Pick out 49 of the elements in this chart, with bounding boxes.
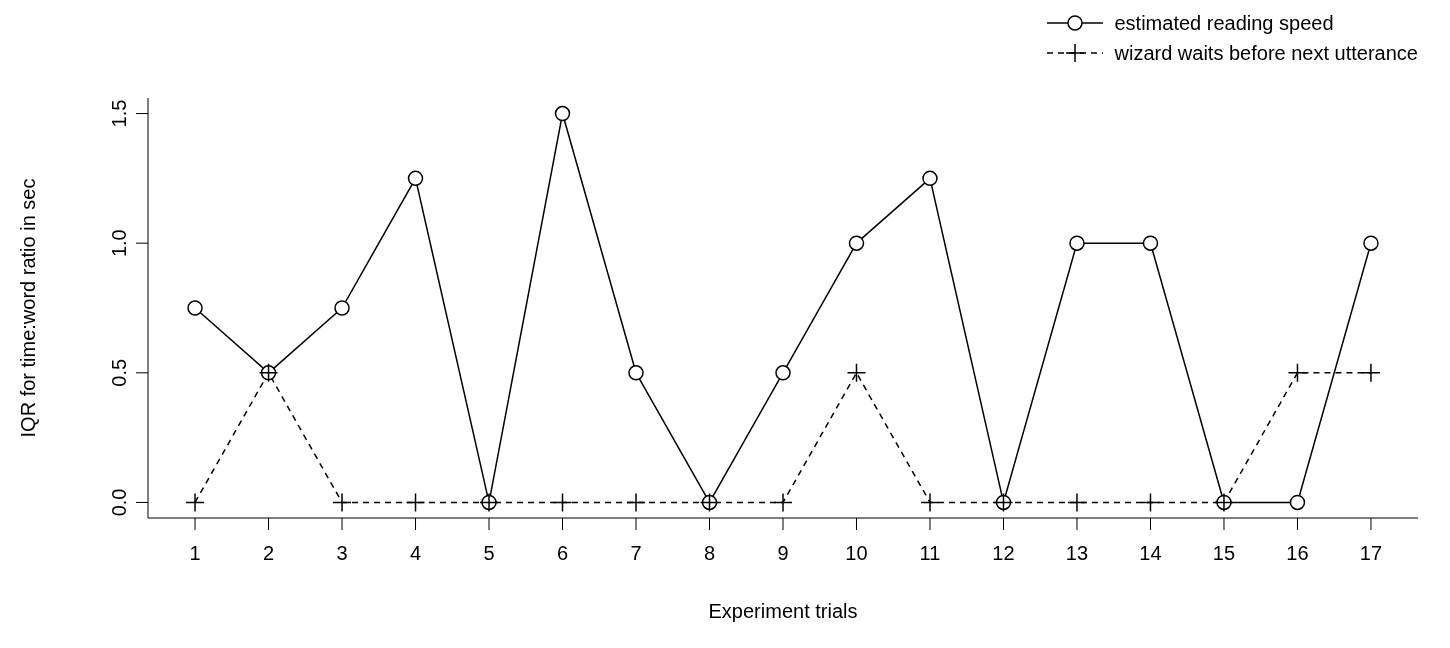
x-tick-label: 2 (262, 542, 275, 565)
x-tick-label: 8 (703, 542, 716, 565)
x-tick-label: 17 (1359, 542, 1383, 565)
x-axis-title: Experiment trials (708, 600, 858, 622)
point (1067, 492, 1087, 513)
legend-label: wizard waits before next utterance (1114, 41, 1418, 65)
x-tick-label: 14 (1139, 542, 1162, 565)
y-tick-label: 1.5 (108, 99, 130, 128)
point (628, 365, 644, 381)
x-tick-label: 4 (409, 542, 422, 565)
point (1140, 492, 1161, 513)
point (626, 492, 646, 513)
x-tick-label: 10 (845, 542, 868, 565)
point (846, 363, 867, 383)
x-tick-label: 3 (336, 542, 348, 565)
point (1287, 363, 1308, 383)
y-tick-label: 0.5 (108, 358, 130, 387)
point (1363, 235, 1379, 251)
y-tick-label: 0.0 (108, 488, 130, 517)
point (922, 170, 938, 187)
x-tick-label: 5 (483, 542, 495, 565)
x-tick-label: 1 (189, 542, 201, 565)
point (1142, 235, 1159, 251)
point (334, 300, 350, 316)
legend-label: estimated reading speed (1114, 11, 1334, 35)
y-tick-label: 1.0 (108, 229, 130, 258)
x-tick-label: 7 (630, 542, 642, 565)
y-axis-title: IQR for time:word ratio in sec (17, 178, 40, 438)
point (773, 492, 793, 513)
point (848, 235, 865, 251)
point (185, 492, 205, 513)
point (1069, 235, 1085, 251)
point (187, 300, 203, 316)
x-tick-label: 12 (992, 542, 1015, 565)
x-tick-label: 9 (777, 542, 789, 565)
point (552, 492, 573, 513)
x-tick-label: 13 (1065, 542, 1089, 565)
point (554, 105, 571, 122)
point (1289, 494, 1306, 511)
point (405, 492, 426, 513)
point (1361, 363, 1381, 383)
point (332, 492, 352, 513)
point (775, 365, 791, 381)
x-tick-label: 11 (919, 542, 941, 565)
x-tick-label: 6 (556, 542, 569, 565)
point (407, 170, 424, 187)
x-tick-label: 15 (1212, 542, 1236, 565)
x-tick-label: 16 (1286, 542, 1309, 565)
point (920, 492, 940, 513)
